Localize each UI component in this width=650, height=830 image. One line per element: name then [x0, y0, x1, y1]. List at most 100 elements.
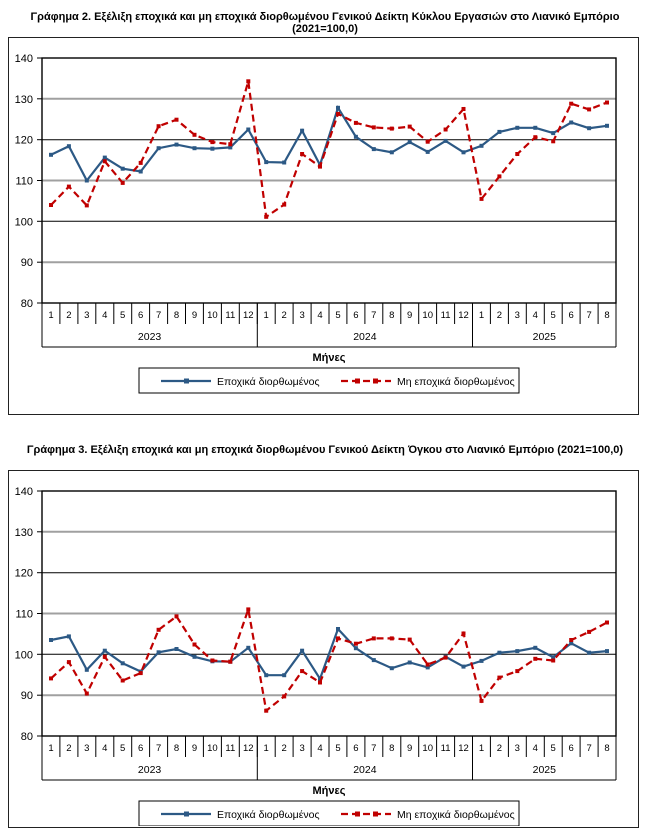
data-point-marker [49, 638, 53, 642]
data-point-marker [425, 665, 430, 670]
data-point-marker [228, 659, 233, 664]
y-tick-label-130: 130 [15, 94, 33, 106]
data-point-marker [479, 698, 484, 703]
data-point-marker [282, 160, 287, 165]
x-tick-month: 1 [48, 743, 53, 754]
series-line-unadjusted [50, 80, 608, 219]
data-point-marker [371, 125, 376, 130]
x-tick-month: 2 [497, 310, 502, 321]
data-point-marker [246, 127, 251, 132]
data-point-marker [605, 620, 609, 625]
x-tick-month: 2 [66, 743, 71, 754]
x-tick-month: 6 [353, 310, 358, 321]
data-point-marker [425, 662, 430, 667]
legend-label-adjusted: Εποχικά διορθωμένος [217, 376, 320, 388]
data-point-marker [246, 607, 251, 612]
data-point-marker [264, 214, 269, 219]
data-point-marker [371, 636, 376, 641]
y-tick-label-90: 90 [21, 257, 33, 269]
data-point-marker [156, 650, 161, 655]
data-point-marker [66, 660, 71, 665]
legend-label-unadjusted: Μη εποχικά διορθωμένος [397, 376, 515, 388]
data-point-marker [336, 105, 340, 110]
x-tick-month: 2 [282, 743, 287, 754]
x-tick-month: 1 [479, 743, 484, 754]
data-point-marker [533, 645, 538, 650]
x-tick-month: 8 [604, 743, 609, 754]
legend-label-unadjusted: Μη εποχικά διορθωμένος [397, 809, 515, 821]
year-label: 2024 [353, 764, 377, 776]
data-point-marker [407, 124, 412, 129]
data-point-marker [533, 656, 538, 661]
data-point-marker [461, 664, 466, 669]
x-tick-month: 5 [551, 310, 556, 321]
data-point-marker [407, 660, 412, 665]
x-tick-month: 6 [138, 310, 143, 321]
data-point-marker [479, 196, 484, 201]
data-point-marker [174, 614, 179, 619]
chart-title-turnover: Γράφημα 2. Εξέλιξη εποχικά και μη εποχικ… [30, 11, 620, 35]
data-point-marker [479, 143, 484, 148]
data-point-marker [102, 654, 107, 659]
y-tick-label-140: 140 [15, 53, 33, 65]
y-tick-label-110: 110 [15, 609, 33, 621]
data-point-marker [192, 642, 197, 647]
data-point-marker [120, 661, 125, 666]
data-point-marker [174, 647, 179, 651]
data-point-marker [389, 150, 394, 155]
legend-marker-unadjusted [373, 811, 378, 817]
x-tick-month: 7 [371, 310, 376, 321]
data-point-marker [84, 203, 89, 208]
data-point-marker [605, 123, 609, 128]
data-point-marker [156, 627, 161, 632]
data-point-marker [425, 149, 430, 154]
data-point-marker [389, 666, 394, 671]
data-point-marker [587, 650, 592, 655]
data-point-marker [264, 673, 269, 678]
x-tick-month: 4 [102, 743, 107, 754]
x-tick-month: 4 [533, 743, 538, 754]
data-point-marker [84, 667, 89, 672]
y-tick-label-130: 130 [15, 527, 33, 539]
data-point-marker [300, 128, 305, 133]
data-point-marker [515, 669, 520, 674]
x-tick-month: 3 [299, 743, 304, 754]
data-point-marker [156, 124, 161, 129]
x-tick-month: 4 [317, 743, 322, 754]
x-tick-month: 5 [120, 743, 125, 754]
x-tick-month: 12 [243, 310, 254, 321]
x-tick-month: 1 [264, 743, 269, 754]
x-tick-month: 4 [102, 310, 107, 321]
data-point-marker [515, 152, 520, 156]
data-point-marker [192, 654, 197, 659]
data-point-marker [282, 202, 287, 207]
year-label: 2025 [533, 764, 557, 776]
x-tick-month: 10 [207, 310, 218, 321]
data-point-marker [66, 634, 71, 639]
data-point-marker [497, 174, 502, 179]
x-tick-month: 1 [479, 310, 484, 321]
data-point-marker [407, 140, 412, 145]
data-point-marker [336, 636, 340, 641]
data-point-marker [192, 146, 197, 151]
data-point-marker [515, 125, 520, 130]
data-point-marker [192, 132, 197, 137]
data-point-marker [49, 203, 53, 207]
data-point-marker [138, 169, 143, 174]
series-line-adjusted [50, 105, 608, 183]
data-point-marker [461, 107, 466, 111]
data-point-marker [353, 646, 358, 651]
data-point-marker [228, 145, 233, 150]
x-tick-month: 2 [66, 310, 71, 321]
legend-marker-adjusted [184, 378, 189, 384]
x-tick-month: 11 [441, 310, 451, 321]
data-point-marker [120, 678, 125, 683]
data-point-marker [479, 658, 484, 663]
data-point-marker [443, 655, 448, 660]
x-axis-title: Μήνες [313, 352, 346, 364]
data-point-marker [587, 629, 592, 634]
x-tick-month: 10 [422, 743, 433, 754]
data-point-marker [49, 152, 53, 157]
